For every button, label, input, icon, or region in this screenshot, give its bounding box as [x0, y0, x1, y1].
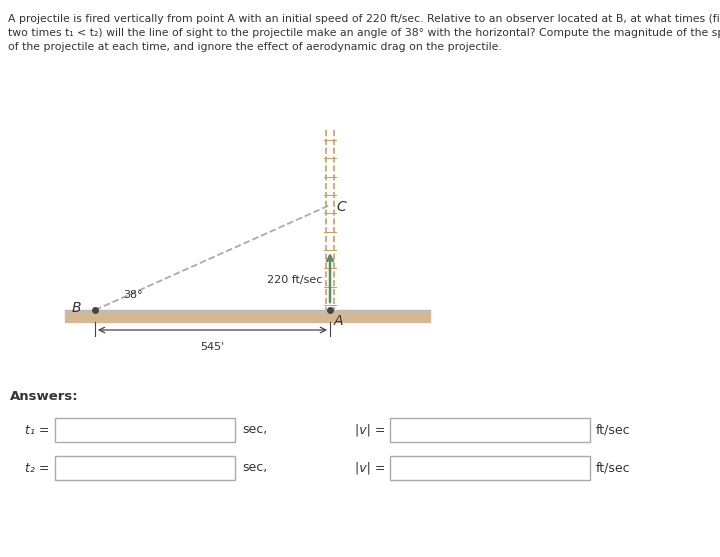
Text: A: A [334, 314, 343, 328]
Text: sec,: sec, [242, 423, 267, 437]
Bar [65, 310, 430, 322]
Text: B: B [71, 301, 81, 315]
Text: 545': 545' [200, 342, 225, 352]
Text: 220 ft/sec: 220 ft/sec [266, 275, 322, 285]
Text: of the projectile at each time, and ignore the effect of aerodynamic drag on the: of the projectile at each time, and igno… [8, 42, 502, 52]
Bar [55, 418, 235, 442]
Text: Answers:: Answers: [10, 390, 78, 403]
Text: |v| =: |v| = [355, 462, 385, 475]
Text: C: C [336, 200, 346, 214]
Bar [390, 418, 590, 442]
Bar [55, 456, 235, 480]
Text: t₁ =: t₁ = [25, 423, 50, 437]
Text: ft/sec: ft/sec [596, 462, 631, 475]
Text: |v| =: |v| = [355, 423, 385, 437]
Text: sec,: sec, [242, 462, 267, 475]
Text: t₂ =: t₂ = [25, 462, 50, 475]
Text: two times t₁ < t₂) will the line of sight to the projectile make an angle of 38°: two times t₁ < t₂) will the line of sigh… [8, 28, 720, 38]
Text: 38°: 38° [123, 290, 143, 300]
Bar [390, 456, 590, 480]
Text: ft/sec: ft/sec [596, 423, 631, 437]
Text: A projectile is fired vertically from point A with an initial speed of 220 ft/se: A projectile is fired vertically from po… [8, 14, 720, 24]
